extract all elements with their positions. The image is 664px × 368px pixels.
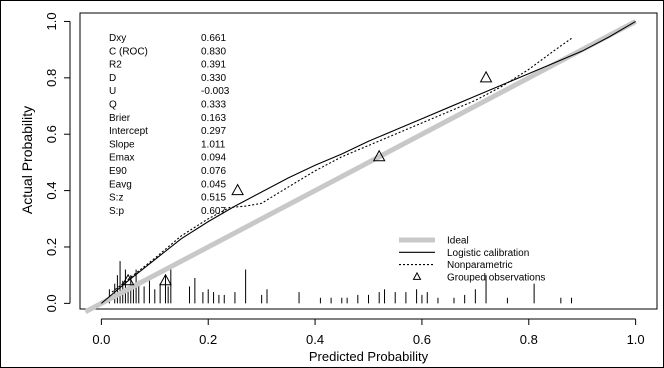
grouped-observation-point [479, 70, 493, 83]
stat-value: 0.297 [201, 126, 226, 137]
grouped-observation-point [121, 273, 135, 286]
stat-label: E90 [109, 166, 127, 177]
stat-label: Slope [109, 139, 135, 150]
y-tick-label: 1.0 [44, 12, 59, 30]
stat-label: Brier [109, 113, 131, 124]
stat-label: D [109, 73, 116, 84]
stat-value: 0.333 [201, 100, 226, 111]
x-tick-label: 1.0 [627, 332, 645, 347]
stat-value: 0.391 [201, 60, 226, 71]
plot-frame [79, 12, 658, 310]
stat-label: R2 [109, 60, 122, 71]
x-tick-label: 0.6 [413, 332, 431, 347]
stat-value: 0.094 [201, 153, 226, 164]
ideal-line [84, 19, 637, 315]
y-tick-label: 0.4 [44, 182, 59, 200]
x-tick-label: 0.8 [520, 332, 538, 347]
logistic-calibration-line [101, 20, 636, 304]
stat-value: 0.163 [201, 113, 226, 124]
x-tick-label: 0.2 [199, 332, 217, 347]
legend-label: Grouped observations [447, 272, 545, 283]
stat-value: 0.830 [201, 46, 226, 57]
x-tick-label: 0.4 [306, 332, 324, 347]
stat-label: S:p [109, 206, 124, 217]
y-axis-title: Actual Probability [19, 106, 35, 214]
stat-label: Emax [109, 153, 135, 164]
stat-value: 0.607 [201, 206, 226, 217]
stat-value: 0.330 [201, 73, 226, 84]
stat-value: -0.003 [201, 86, 230, 97]
stat-label: Intercept [109, 126, 148, 137]
stat-label: Dxy [109, 33, 126, 44]
plot-area: 0.0 0.2 0.4 0.6 0.8 1.0 Predicted Probability 0… [19, 12, 658, 364]
legend-label: Nonparametric [447, 260, 513, 271]
grouped-observation-point [372, 149, 386, 162]
stat-value: 0.515 [201, 193, 226, 204]
stat-label: Eavg [109, 179, 132, 190]
stat-value: 0.045 [201, 179, 226, 190]
y-tick-label: 0.0 [44, 294, 59, 312]
grouped-observation-point [159, 273, 172, 286]
stat-value: 0.076 [201, 166, 226, 177]
y-tick-label: 0.2 [44, 238, 59, 256]
stat-value: 1.011 [201, 139, 226, 150]
grouped-observation-point [231, 183, 244, 196]
x-axis-title: Predicted Probability [309, 349, 429, 364]
stat-label: S:z [109, 193, 123, 204]
stat-value: 0.661 [201, 33, 226, 44]
nonparametric-line [111, 37, 572, 293]
stat-label: C (ROC) [109, 46, 148, 57]
legend-label: Logistic calibration [447, 248, 529, 259]
stat-label: U [109, 86, 116, 97]
y-tick-label: 0.6 [44, 125, 59, 143]
stat-label: Q [109, 100, 117, 111]
legend-swatch-grouped [412, 271, 422, 280]
y-tick-label: 0.8 [44, 69, 59, 87]
legend-label: Ideal [447, 236, 469, 247]
x-tick-label: 0.0 [92, 332, 110, 347]
